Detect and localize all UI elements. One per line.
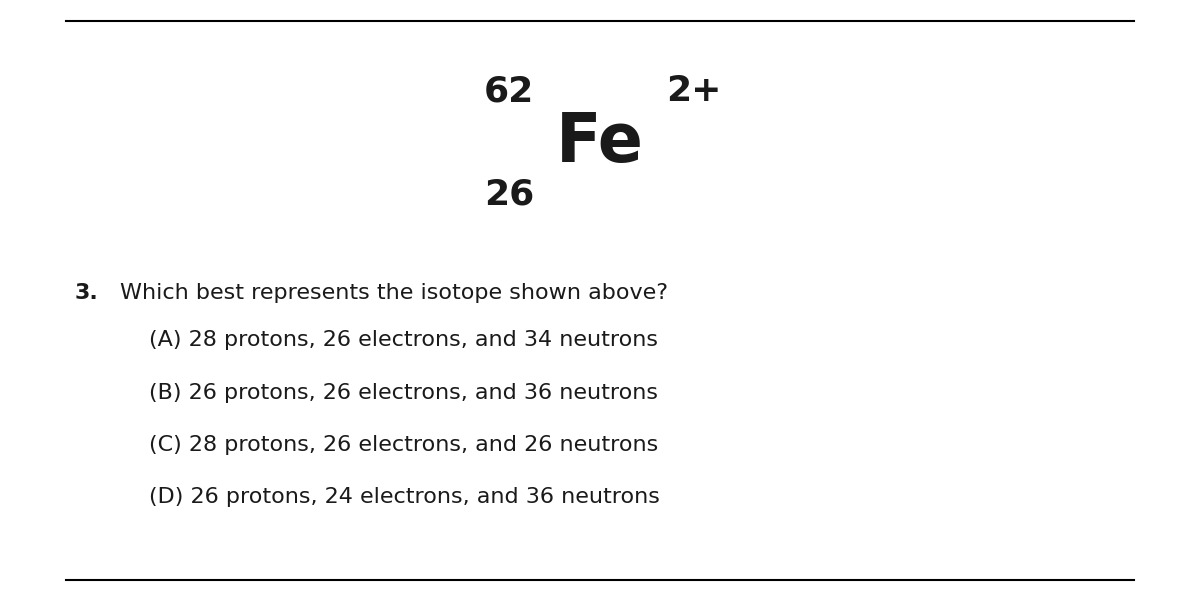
Text: (A) 28 protons, 26 electrons, and 34 neutrons: (A) 28 protons, 26 electrons, and 34 neu… [149, 330, 658, 350]
Text: (D) 26 protons, 24 electrons, and 36 neutrons: (D) 26 protons, 24 electrons, and 36 neu… [149, 487, 660, 508]
Text: (C) 28 protons, 26 electrons, and 26 neutrons: (C) 28 protons, 26 electrons, and 26 neu… [149, 435, 658, 455]
Text: 2+: 2+ [666, 74, 721, 108]
Text: 3.: 3. [74, 283, 98, 303]
Text: 62: 62 [484, 74, 534, 108]
Text: Fe: Fe [556, 110, 644, 176]
Text: (B) 26 protons, 26 electrons, and 36 neutrons: (B) 26 protons, 26 electrons, and 36 neu… [149, 383, 658, 403]
Text: Which best represents the isotope shown above?: Which best represents the isotope shown … [120, 283, 668, 303]
Text: 26: 26 [484, 177, 534, 211]
